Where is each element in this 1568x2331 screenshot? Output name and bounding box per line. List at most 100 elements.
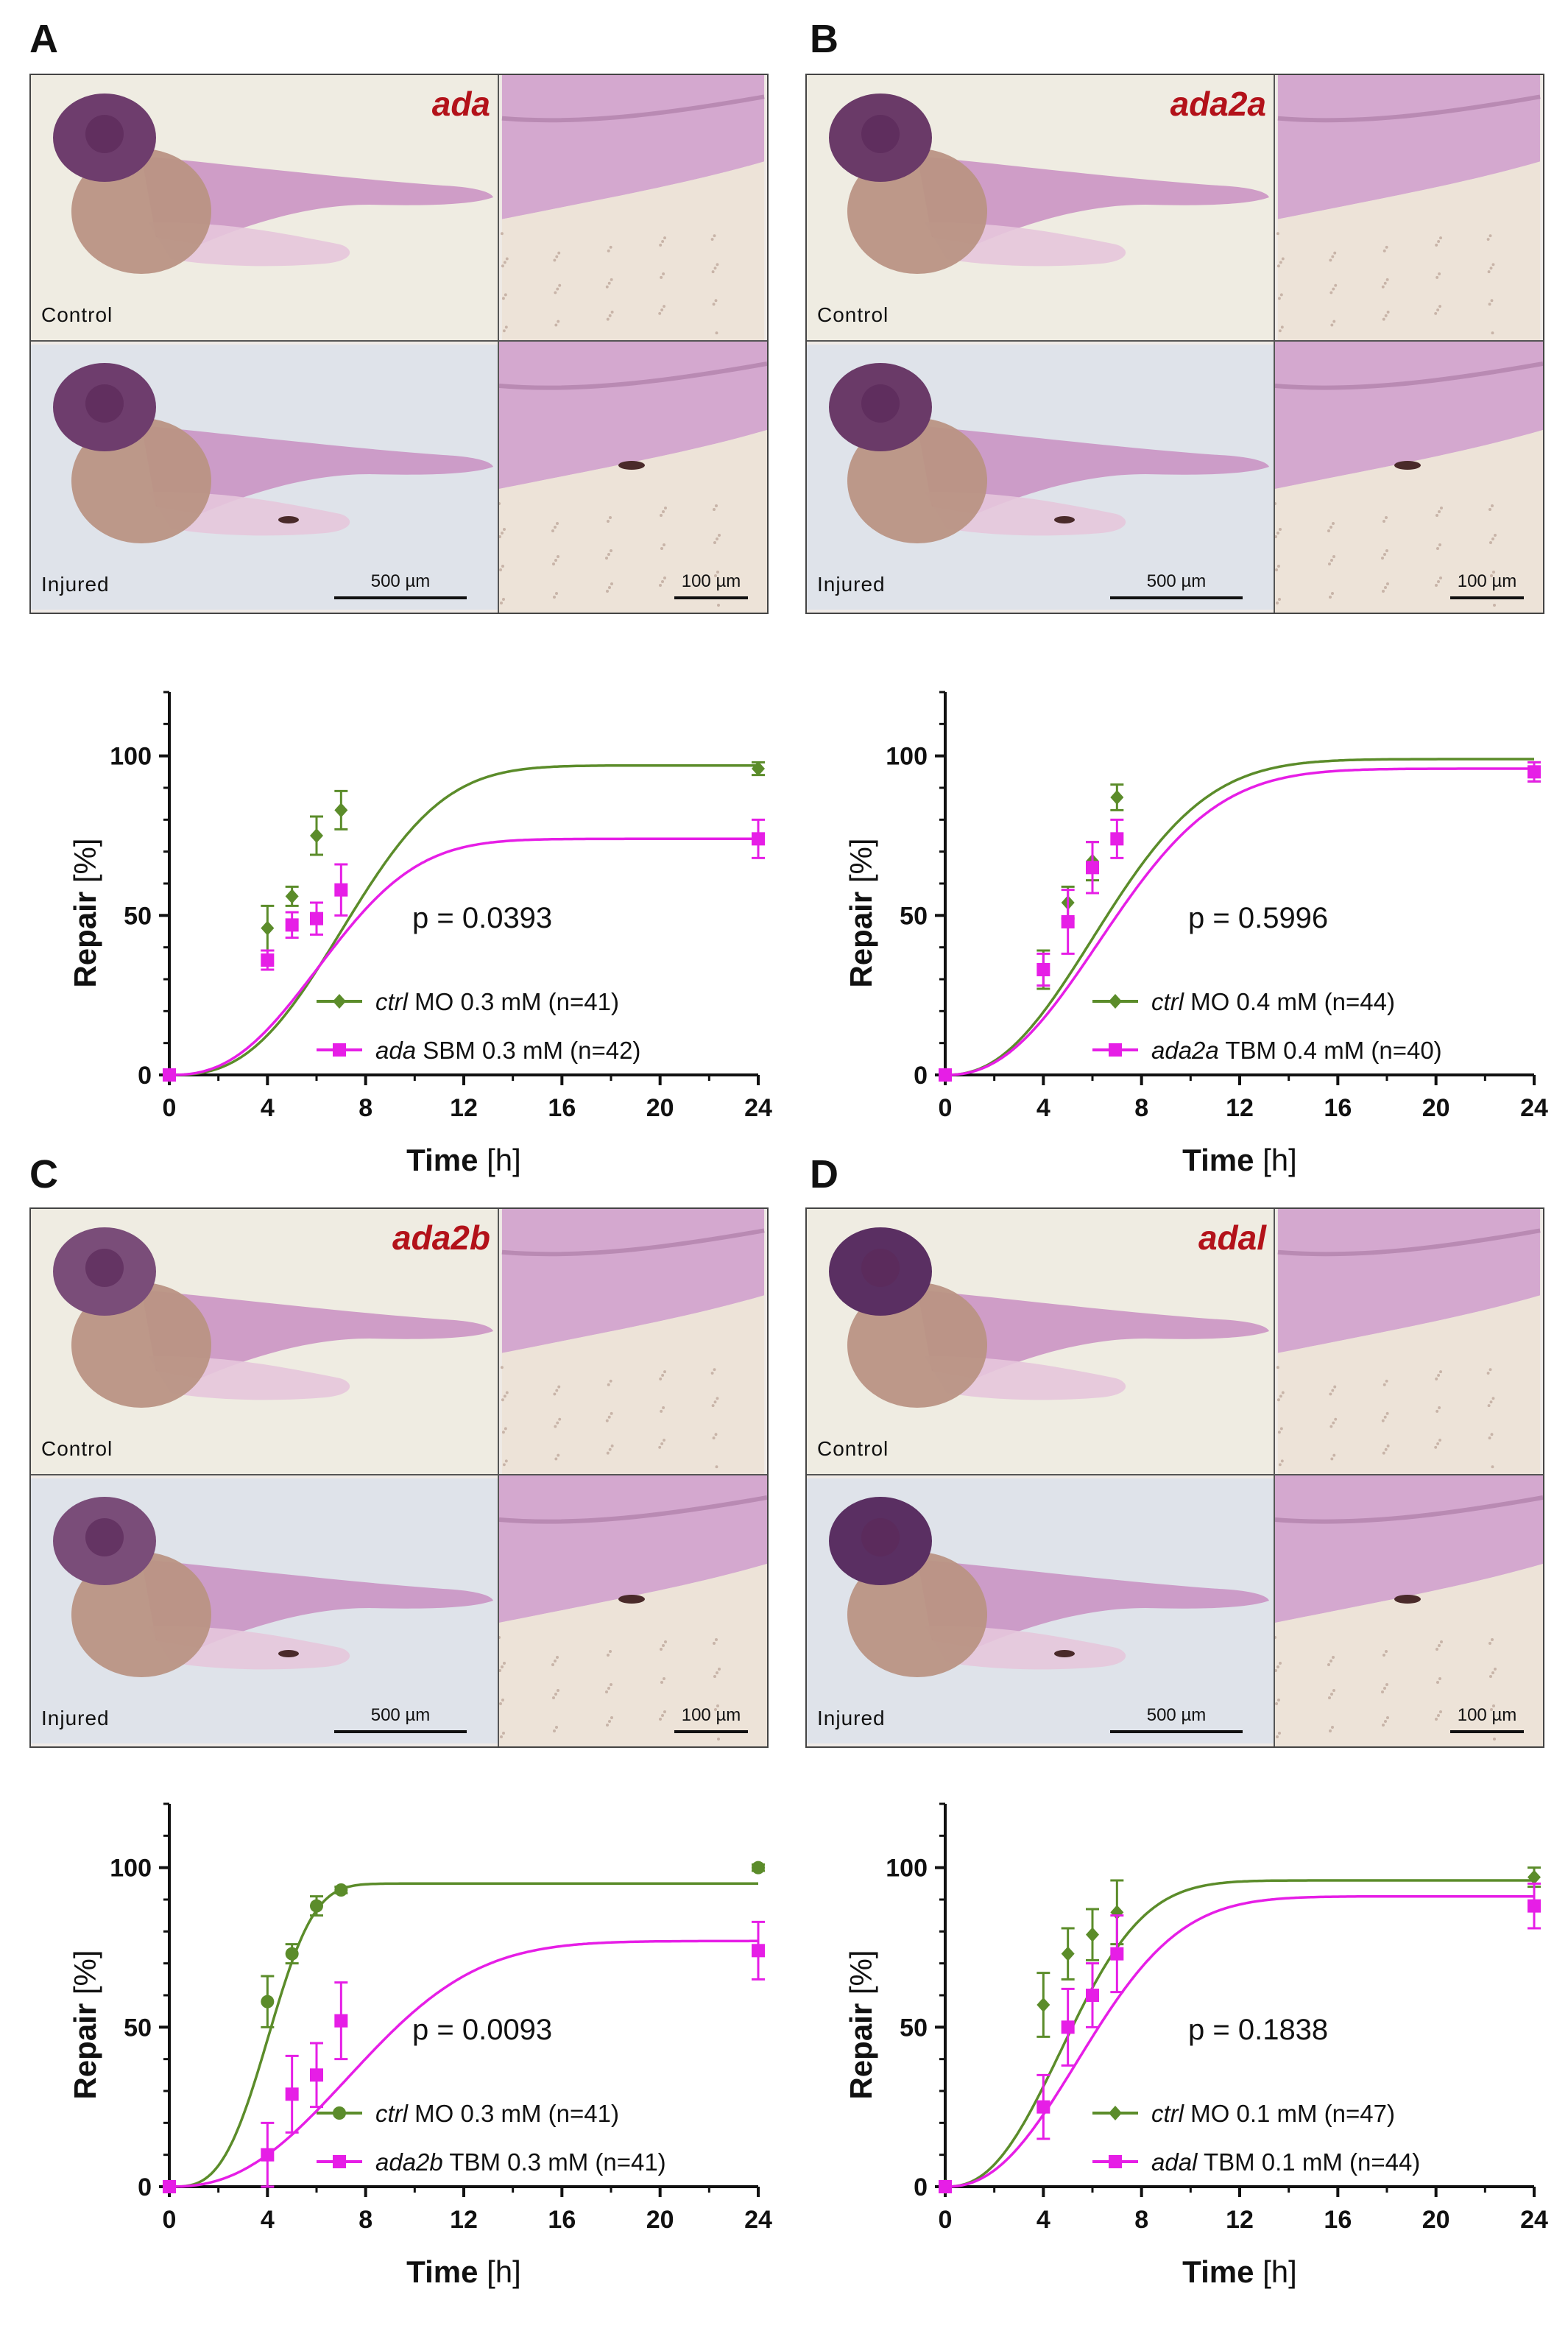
control-label: Control	[41, 303, 113, 326]
injured-label: Injured	[817, 573, 886, 596]
data-point-ada	[752, 832, 765, 846]
y-axis-title: Repair [%]	[68, 1950, 102, 2099]
x-tick-label: 0	[939, 1094, 953, 1122]
data-point-adal	[1036, 2100, 1050, 2114]
p-value: p = 0.1838	[1188, 2014, 1328, 2046]
zoom-micrograph-injured-d	[1275, 1475, 1543, 1746]
data-point-ada	[310, 911, 323, 925]
x-tick-label: 20	[1422, 2206, 1450, 2234]
data-point-ada2b	[261, 2148, 275, 2162]
chart-svg-d: 0 50 100 0 4 8 12 16 20 24 Time [h] Repair [%] p = 0…	[844, 1802, 1548, 2289]
injured-label: Injured	[41, 1707, 110, 1729]
micrograph-grid-b: ada2a Control Injured 500 µm 100 µm	[805, 74, 1544, 614]
data-point-ada2b	[163, 2180, 176, 2193]
p-value: p = 0.0093	[412, 2014, 552, 2046]
scale-bar-100	[1450, 1730, 1524, 1733]
y-axis-title: Repair [%]	[68, 838, 102, 987]
legend-marker-adal	[1109, 2155, 1122, 2168]
data-point-ada2b	[310, 2068, 323, 2082]
x-axis-title: Time [h]	[1182, 1143, 1297, 1177]
y-tick-label: 0	[914, 1062, 928, 1090]
x-tick-label: 8	[1134, 2206, 1148, 2234]
zoom-micrograph-control-a	[501, 75, 765, 340]
x-tick-label: 16	[1324, 2206, 1352, 2234]
panel-letter-d: D	[810, 1152, 838, 1196]
data-point-ctrl	[285, 889, 299, 904]
chart-svg-c: 0 50 100 0 4 8 12 16 20 24 Time [h] Repair [%] p = 0…	[68, 1802, 772, 2289]
repair-chart-b: 0 50 100 0 4 8 12 16 20 24 Time [h] Repair [%] p = 0…	[805, 633, 1568, 1215]
x-tick-label: 24	[744, 2206, 772, 2234]
legend-label-ctrl: ctrl MO 0.4 mM (n=44)	[1151, 988, 1395, 1015]
x-tick-label: 8	[1134, 1094, 1148, 1122]
fit-curve-ctrl	[169, 764, 758, 1076]
data-point-ctrl	[1110, 790, 1124, 805]
data-point-ada2a	[1086, 861, 1099, 875]
data-point-ada2b	[334, 2014, 348, 2028]
larva-micrograph-injured-d	[807, 1478, 1274, 1743]
data-point-adal	[1528, 1899, 1541, 1913]
y-tick-label: 100	[110, 743, 152, 771]
legend-label-ctrl: ctrl MO 0.1 mM (n=47)	[1151, 2100, 1395, 2127]
larva-image-control-a	[31, 75, 498, 340]
legend-marker-ada2b	[333, 2155, 346, 2168]
data-point-ada	[163, 1068, 176, 1082]
y-axis-title: Repair [%]	[844, 1950, 878, 2099]
y-tick-label: 100	[886, 743, 928, 771]
x-tick-label: 4	[261, 1094, 275, 1122]
data-point-ctrl	[1528, 1869, 1541, 1885]
x-tick-label: 8	[359, 2206, 372, 2234]
legend-marker-ada2a	[1109, 1043, 1122, 1057]
larva-micrograph-control-d	[807, 1209, 1274, 1474]
x-tick-label: 24	[744, 1094, 772, 1122]
data-point-ctrl	[310, 828, 323, 843]
legend-label-ctrl: ctrl MO 0.3 mM (n=41)	[375, 988, 619, 1015]
gene-label: ada2b	[392, 1219, 490, 1257]
data-point-adal	[1110, 1947, 1124, 1961]
larva-image-injured-a	[31, 342, 498, 613]
legend-label-ada2a: ada2a TBM 0.4 mM (n=40)	[1151, 1037, 1442, 1064]
y-tick-label: 50	[900, 902, 928, 930]
chart-svg-b: 0 50 100 0 4 8 12 16 20 24 Time [h] Repair [%] p = 0…	[844, 691, 1548, 1177]
larva-image-injured-d	[807, 1475, 1274, 1746]
data-point-ctrl	[334, 1883, 348, 1897]
zoom-micrograph-control-b	[1276, 75, 1541, 340]
fit-curve-ctrl	[169, 1882, 758, 2188]
zoom-image-control-c	[499, 1209, 767, 1474]
x-tick-label: 12	[450, 1094, 478, 1122]
zoom-image-control-a	[499, 75, 767, 340]
x-tick-label: 24	[1520, 1094, 1548, 1122]
data-point-adal	[1061, 2020, 1075, 2034]
scale-label-100: 100 µm	[681, 571, 741, 591]
x-axis-title: Time [h]	[1182, 2254, 1297, 2289]
scale-label-500: 500 µm	[370, 1705, 431, 1725]
p-value: p = 0.0393	[412, 902, 552, 934]
larva-micrograph-injured-c	[31, 1478, 498, 1743]
data-point-ada2a	[1528, 765, 1541, 779]
y-tick-label: 0	[138, 2173, 152, 2201]
scale-label-100: 100 µm	[1457, 1705, 1517, 1725]
data-point-ctrl	[261, 1995, 275, 2009]
data-point-ada	[285, 918, 299, 932]
data-point-ctrl	[310, 1899, 323, 1913]
x-tick-label: 12	[1226, 2206, 1254, 2234]
data-point-ada2a	[1110, 832, 1124, 846]
x-tick-label: 0	[163, 2206, 177, 2234]
x-tick-label: 4	[261, 2206, 275, 2234]
data-point-ada2a	[939, 1068, 952, 1082]
legend-label-ctrl: ctrl MO 0.3 mM (n=41)	[375, 2100, 619, 2127]
y-tick-label: 0	[138, 1062, 152, 1090]
control-label: Control	[817, 303, 889, 326]
larva-image-injured-c	[31, 1475, 498, 1746]
x-tick-label: 20	[646, 2206, 674, 2234]
repair-chart-c: 0 50 100 0 4 8 12 16 20 24 Time [h] Repair [%] p = 0…	[29, 1745, 810, 2327]
zoom-micrograph-injured-b	[1275, 342, 1543, 613]
x-tick-label: 12	[1226, 1094, 1254, 1122]
zoom-image-control-d	[1275, 1209, 1543, 1474]
control-label: Control	[41, 1437, 113, 1460]
y-tick-label: 0	[914, 2173, 928, 2201]
x-tick-label: 12	[450, 2206, 478, 2234]
larva-micrograph-injured-a	[31, 345, 498, 610]
legend-marker-ada	[333, 1043, 346, 1057]
repair-chart-a: 0 50 100 0 4 8 12 16 20 24 Time [h] Repair [%] p = 0…	[29, 633, 810, 1215]
gene-label: adal	[1198, 1219, 1266, 1257]
